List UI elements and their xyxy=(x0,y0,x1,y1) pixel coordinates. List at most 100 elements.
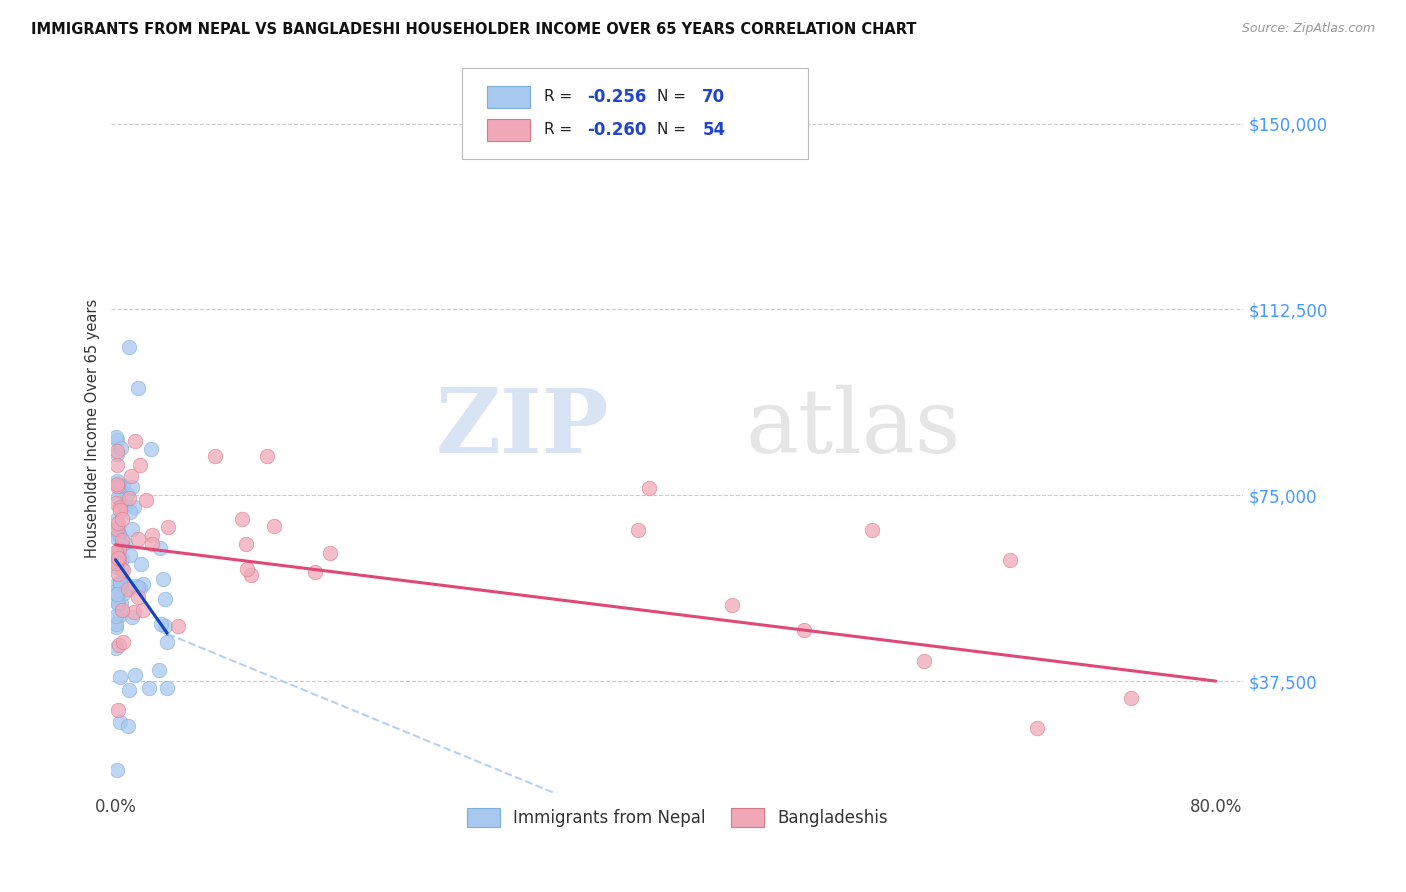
Point xyxy=(107,490,129,504)
Point xyxy=(141,442,163,456)
Point xyxy=(104,584,127,599)
Point xyxy=(108,549,131,564)
Point xyxy=(129,557,152,571)
Point xyxy=(105,496,128,510)
Point xyxy=(111,563,134,577)
Point xyxy=(235,537,257,551)
Point xyxy=(114,499,136,513)
Point xyxy=(108,500,131,514)
Point xyxy=(152,573,174,587)
Point xyxy=(108,670,131,684)
Point xyxy=(112,585,135,599)
Point xyxy=(153,591,176,606)
Point xyxy=(204,449,226,463)
Text: atlas: atlas xyxy=(745,384,960,472)
Point xyxy=(111,533,134,548)
FancyBboxPatch shape xyxy=(463,68,807,159)
Text: N =: N = xyxy=(657,122,690,137)
Point xyxy=(167,619,190,633)
Point xyxy=(118,505,141,519)
Point xyxy=(111,552,134,566)
Point xyxy=(128,458,150,472)
Point xyxy=(121,480,143,494)
Point xyxy=(148,663,170,677)
Point xyxy=(105,609,128,624)
Point xyxy=(127,591,149,605)
Point xyxy=(912,654,935,668)
Point xyxy=(110,596,132,610)
Point xyxy=(110,575,132,590)
Point xyxy=(263,519,285,533)
Point xyxy=(256,449,278,463)
Point xyxy=(135,492,157,507)
Point xyxy=(156,681,179,695)
Point xyxy=(124,434,146,449)
Point xyxy=(111,574,134,589)
Point xyxy=(239,568,262,582)
Point xyxy=(155,635,177,649)
Point xyxy=(105,443,128,458)
Point xyxy=(105,547,128,561)
Text: IMMIGRANTS FROM NEPAL VS BANGLADESHI HOUSEHOLDER INCOME OVER 65 YEARS CORRELATIO: IMMIGRANTS FROM NEPAL VS BANGLADESHI HOU… xyxy=(31,22,917,37)
Point xyxy=(108,541,131,556)
Point xyxy=(105,479,128,493)
Point xyxy=(111,479,134,493)
Point xyxy=(104,527,127,541)
Text: R =: R = xyxy=(544,122,576,137)
Point xyxy=(117,719,139,733)
Point xyxy=(138,681,160,696)
Point xyxy=(110,561,132,575)
Point xyxy=(141,528,163,542)
Point xyxy=(107,703,129,717)
Point xyxy=(793,624,815,638)
Text: ZIP: ZIP xyxy=(436,384,610,472)
Point xyxy=(108,502,131,516)
Point xyxy=(104,524,127,539)
Point xyxy=(110,441,132,455)
Text: -0.260: -0.260 xyxy=(586,120,647,138)
Point xyxy=(107,567,129,582)
Text: R =: R = xyxy=(544,89,576,104)
Point xyxy=(107,763,129,777)
Point xyxy=(627,523,650,537)
Point xyxy=(105,587,128,601)
Point xyxy=(1121,690,1143,705)
Text: Source: ZipAtlas.com: Source: ZipAtlas.com xyxy=(1241,22,1375,36)
Point xyxy=(129,581,152,595)
Point xyxy=(149,541,172,555)
Point xyxy=(105,475,128,489)
Point xyxy=(127,381,149,395)
Text: N =: N = xyxy=(657,89,690,104)
Point xyxy=(108,551,131,566)
Point xyxy=(107,433,129,447)
Point xyxy=(107,551,129,566)
Point xyxy=(155,619,177,633)
Point xyxy=(110,539,132,553)
Point xyxy=(124,579,146,593)
Point xyxy=(105,545,128,559)
Point xyxy=(231,512,253,526)
Point xyxy=(235,562,257,576)
Point xyxy=(107,516,129,530)
Point xyxy=(1026,721,1049,735)
Point xyxy=(122,605,145,619)
Point xyxy=(105,620,128,634)
Point xyxy=(110,484,132,499)
Point xyxy=(108,608,131,623)
Legend: Immigrants from Nepal, Bangladeshis: Immigrants from Nepal, Bangladeshis xyxy=(458,799,897,835)
Point xyxy=(107,597,129,611)
Y-axis label: Householder Income Over 65 years: Householder Income Over 65 years xyxy=(86,299,100,558)
Point xyxy=(127,532,149,546)
Point xyxy=(121,610,143,624)
Point xyxy=(121,522,143,536)
Point xyxy=(107,555,129,569)
Point xyxy=(860,523,883,537)
Point xyxy=(122,500,145,515)
Point xyxy=(105,477,128,491)
Point xyxy=(118,491,141,506)
Point xyxy=(105,578,128,592)
Point xyxy=(117,582,139,597)
Point xyxy=(105,522,128,536)
FancyBboxPatch shape xyxy=(488,86,530,108)
Point xyxy=(319,546,342,560)
